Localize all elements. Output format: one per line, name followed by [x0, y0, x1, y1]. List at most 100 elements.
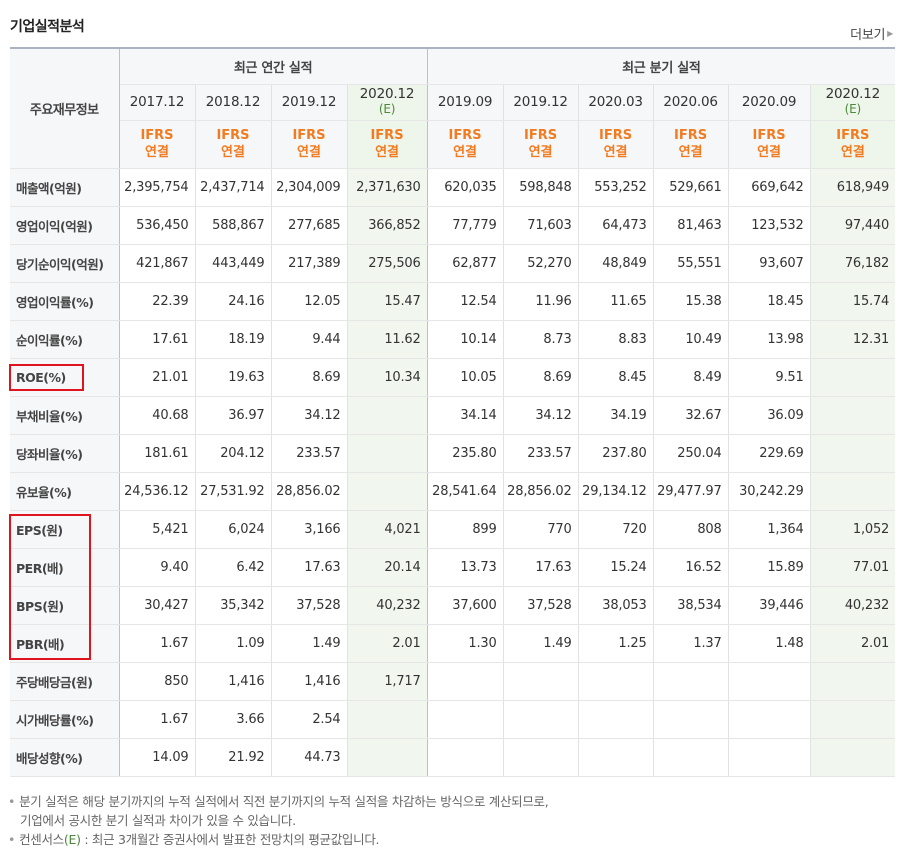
period-date: 2018.12 — [205, 94, 261, 110]
table-cell: 32.67 — [653, 395, 729, 435]
table-row: 유보율(%) 24,536.12 27,531.92 28,856.02 28,541.… — [10, 472, 896, 511]
table-cell: 44.73 — [271, 738, 348, 777]
row-label: PBR(배) — [10, 624, 120, 663]
period-header: 2017.12 — [119, 84, 196, 121]
table-row: 당기순이익(억원) 421,867 443,449 217,389 275,506 62,… — [10, 244, 896, 283]
table-cell: 29,477.97 — [653, 472, 729, 511]
table-row: 배당성향(%) 14.09 21.92 44.73 — [10, 738, 896, 777]
table-cell: 529,661 — [653, 168, 729, 207]
table-cell: 366,852 — [347, 206, 428, 245]
table-row: 당좌비율(%) 181.61 204.12 233.57 235.80 233.57 237… — [10, 434, 896, 473]
period-date: 2020.09 — [741, 94, 797, 110]
table-cell: 36.09 — [728, 395, 811, 435]
table-cell: 233.57 — [271, 434, 348, 473]
table-cell: 27,531.92 — [195, 472, 272, 511]
table-cell: 9.51 — [728, 358, 811, 397]
table-cell: 1,052 — [810, 509, 896, 549]
table-row: ROE(%) 21.01 19.63 8.69 10.34 10.05 8.69 8.45 8.… — [10, 358, 896, 397]
table-cell: 8.49 — [653, 358, 729, 397]
table-cell: 1.25 — [578, 624, 654, 663]
table-cell: 52,270 — [503, 244, 579, 283]
period-date: 2020.03 — [588, 94, 643, 110]
table-cell: 3.66 — [195, 700, 272, 739]
table-cell: 12.05 — [271, 281, 348, 321]
table-cell: 24,536.12 — [119, 472, 196, 511]
estimate-mark: (E) — [378, 102, 396, 116]
ifrs-header: IFRS 연결 — [578, 120, 654, 169]
row-label: 순이익률(%) — [10, 320, 120, 359]
table-cell — [653, 661, 729, 701]
table-cell: 4,021 — [347, 509, 428, 549]
table-cell: 770 — [503, 509, 579, 549]
table-cell: 8.83 — [578, 320, 654, 359]
period-header: 2019.09 — [427, 84, 504, 121]
table-cell: 37,528 — [503, 586, 579, 625]
note-consensus: • 컨센서스(E) : 최근 3개월간 증권사에서 발표한 전망치의 평균값입니다… — [8, 832, 380, 847]
ifrs-header: IFRS 연결 — [195, 120, 272, 169]
table-cell: 8.45 — [578, 358, 654, 397]
period-date: 2017.12 — [129, 94, 185, 110]
table-cell: 21.01 — [119, 358, 196, 397]
table-cell: 421,867 — [119, 244, 196, 283]
table-cell: 2,395,754 — [119, 168, 196, 207]
table-cell: 16.52 — [653, 548, 729, 587]
table-cell: 1,416 — [195, 661, 272, 701]
more-label: 더보기 — [850, 28, 886, 43]
note-quarterly-cont: 기업에서 공시한 분기 실적과 차이가 있을 수 있습니다. — [20, 813, 296, 828]
table-cell: 2,371,630 — [347, 168, 428, 207]
table-cell: 22.39 — [119, 281, 196, 321]
ifrs-header: IFRS 연결 — [728, 120, 811, 169]
table-cell — [728, 700, 811, 739]
table-cell: 48,849 — [578, 244, 654, 283]
table-cell: 34.14 — [427, 395, 504, 435]
table-cell: 28,856.02 — [271, 472, 348, 511]
table-cell: 10.14 — [427, 320, 504, 359]
table-cell: 217,389 — [271, 244, 348, 283]
table-cell: 11.65 — [578, 281, 654, 321]
table-cell — [810, 700, 896, 739]
table-cell: 720 — [578, 509, 654, 549]
table-cell: 14.09 — [119, 738, 196, 777]
table-cell: 40,232 — [347, 586, 428, 625]
period-header: 2020.03 — [578, 84, 654, 121]
table-row: 순이익률(%) 17.61 18.19 9.44 11.62 10.14 8.73 8.83 1… — [10, 320, 896, 359]
table-cell: 9.40 — [119, 548, 196, 587]
period-date: 2020.12 — [825, 86, 881, 102]
table-cell — [810, 395, 896, 435]
row-label: 부채비율(%) — [10, 395, 120, 435]
table-cell — [653, 738, 729, 777]
table-cell — [503, 738, 579, 777]
table-cell: 10.49 — [653, 320, 729, 359]
table-cell: 1.30 — [427, 624, 504, 663]
table-cell: 19.63 — [195, 358, 272, 397]
valuation-highlight-box — [9, 514, 91, 660]
table-cell: 618,949 — [810, 168, 896, 207]
period-header: 2019.12 — [271, 84, 348, 121]
table-row: EPS(원) 5,421 6,024 3,166 4,021 899 770 720 808 1,… — [10, 509, 896, 549]
table-cell: 899 — [427, 509, 504, 549]
table-cell: 1.49 — [503, 624, 579, 663]
table-cell: 39,446 — [728, 586, 811, 625]
table-cell: 12.54 — [427, 281, 504, 321]
table-row: 매출액(억원) 2,395,754 2,437,714 2,304,009 2,371,… — [10, 168, 896, 207]
table-cell: 15.89 — [728, 548, 811, 587]
more-link[interactable]: 더보기 ▶ — [850, 24, 893, 43]
table-cell: 18.45 — [728, 281, 811, 321]
table-row: 영업이익률(%) 22.39 24.16 12.05 15.47 12.54 11.96 11… — [10, 281, 896, 321]
row-label: 유보율(%) — [10, 472, 120, 511]
ifrs-header: IFRS 연결 — [427, 120, 504, 169]
table-cell: 620,035 — [427, 168, 504, 207]
table-cell: 24.16 — [195, 281, 272, 321]
roe-highlight-box — [9, 364, 84, 391]
table-row: PER(배) 9.40 6.42 17.63 20.14 13.73 17.63 15.24 1… — [10, 548, 896, 587]
footnotes: • 분기 실적은 해당 분기까지의 누적 실적에서 직전 분기까지의 누적 실적을… — [8, 792, 549, 849]
table-cell: 536,450 — [119, 206, 196, 245]
period-header: 2020.09 — [728, 84, 811, 121]
table-cell: 250.04 — [653, 434, 729, 473]
table-cell: 10.34 — [347, 358, 428, 397]
table-cell — [810, 358, 896, 397]
table-cell: 38,053 — [578, 586, 654, 625]
ifrs-header: IFRS 연결 — [271, 120, 348, 169]
table-cell: 553,252 — [578, 168, 654, 207]
group-quarter: 최근 분기 실적 — [427, 48, 896, 85]
